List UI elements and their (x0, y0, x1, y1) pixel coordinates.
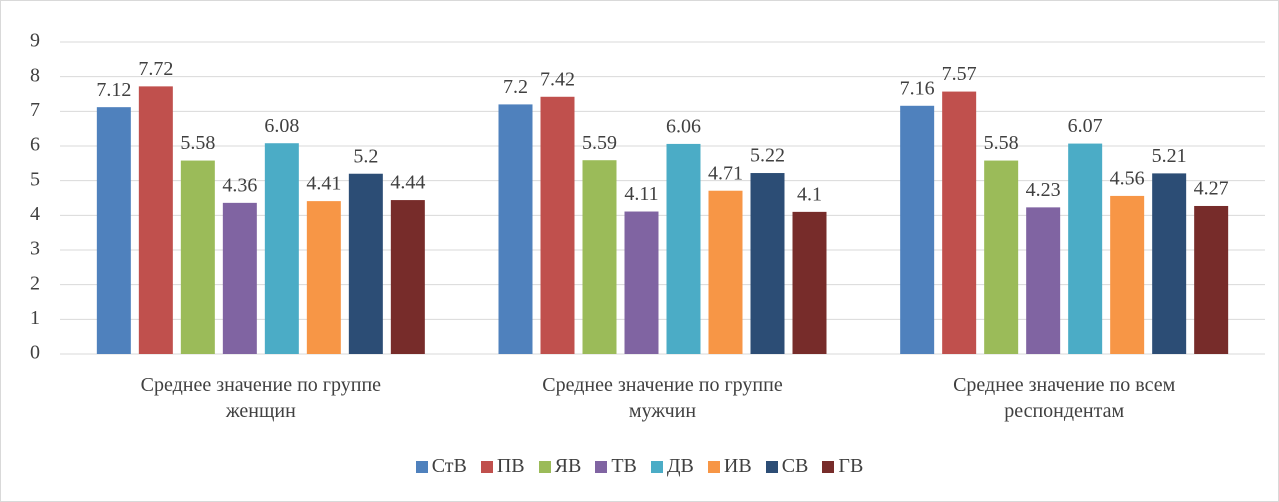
x-tick-label: Среднее значение по всем респондентам (953, 374, 1176, 422)
data-label: 4.1 (797, 183, 822, 205)
data-label: 4.36 (222, 174, 257, 196)
legend-swatch (822, 460, 835, 473)
data-label: 6.08 (264, 115, 299, 137)
data-label: 4.71 (708, 162, 743, 184)
data-label: 7.2 (503, 76, 528, 98)
bar (348, 173, 383, 354)
legend-item: ДВ (650, 455, 694, 478)
data-label: 4.27 (1194, 178, 1229, 200)
legend-label: ИВ (723, 455, 752, 477)
y-tick-label: 7 (30, 99, 40, 121)
bar (1110, 195, 1145, 354)
legend-label: ПВ (496, 455, 525, 477)
data-label: 5.58 (984, 132, 1019, 154)
bar (306, 201, 341, 354)
data-label: 6.07 (1068, 115, 1103, 137)
bar (96, 107, 131, 354)
bar (1068, 143, 1103, 354)
data-label: 7.72 (138, 58, 173, 80)
y-tick-label: 6 (30, 134, 40, 156)
bar (750, 173, 785, 354)
legend-item: СВ (765, 455, 809, 478)
legend-item: ГВ (822, 455, 863, 478)
data-label: 4.56 (1110, 168, 1145, 190)
legend-item: ПВ (480, 455, 525, 478)
bar (1152, 173, 1187, 354)
legend-swatch (415, 460, 428, 473)
y-tick-label: 5 (30, 168, 40, 190)
legend-swatch (765, 460, 778, 473)
bar (900, 105, 935, 354)
legend-item: ЯВ (538, 455, 582, 478)
data-label: 4.11 (624, 183, 658, 205)
data-label: 5.21 (1152, 145, 1187, 167)
bar (222, 202, 257, 354)
legend-label: ТВ (611, 455, 637, 477)
legend-label: ГВ (838, 455, 864, 477)
y-tick-label: 0 (30, 342, 40, 364)
legend-swatch (707, 460, 720, 473)
data-label: 4.44 (390, 172, 425, 194)
bar (792, 211, 827, 354)
y-tick-label: 1 (30, 307, 40, 329)
bar (666, 143, 701, 354)
data-label: 7.16 (900, 77, 935, 99)
bar (1026, 207, 1061, 354)
bar (498, 104, 533, 355)
data-label: 7.12 (96, 79, 131, 101)
bar (984, 160, 1019, 354)
legend-label: ЯВ (554, 455, 582, 477)
legend-label: СтВ (431, 455, 467, 477)
y-tick-label: 9 (30, 30, 40, 52)
bar (180, 160, 215, 354)
data-label: 7.42 (540, 68, 575, 90)
legend-item: ТВ (595, 455, 637, 478)
data-label: 5.22 (750, 145, 785, 167)
data-label: 5.59 (582, 132, 617, 154)
x-tick-label: Среднее значение по группе мужчин (542, 374, 783, 422)
data-label: 5.58 (180, 132, 215, 154)
data-label: 4.23 (1026, 179, 1061, 201)
bar (708, 190, 743, 354)
legend-swatch (538, 460, 551, 473)
legend-swatch (595, 460, 608, 473)
bar (624, 211, 659, 354)
y-tick-label: 2 (30, 272, 40, 294)
legend-swatch (650, 460, 663, 473)
legend-item: ИВ (707, 455, 752, 478)
bar (264, 143, 299, 354)
legend-label: ДВ (666, 455, 694, 477)
bar (582, 160, 617, 354)
bar (540, 96, 575, 355)
bar (138, 86, 173, 354)
data-label: 4.41 (306, 173, 341, 195)
data-label: 7.57 (942, 63, 977, 85)
bar (390, 200, 425, 354)
y-tick-label: 4 (30, 203, 40, 225)
y-tick-label: 8 (30, 64, 40, 86)
legend-label: СВ (781, 455, 809, 477)
bar (1194, 205, 1229, 354)
data-label: 5.2 (353, 145, 378, 167)
bar (942, 91, 977, 354)
x-tick-label: Среднее значение по группе женщин (140, 374, 382, 422)
data-label: 6.06 (666, 116, 701, 138)
legend-item: СтВ (415, 455, 467, 478)
legend: СтВ ПВ ЯВ ТВ ДВ ИВ СВ ГВ (0, 455, 1279, 478)
legend-swatch (480, 460, 493, 473)
y-tick-label: 3 (30, 238, 40, 260)
